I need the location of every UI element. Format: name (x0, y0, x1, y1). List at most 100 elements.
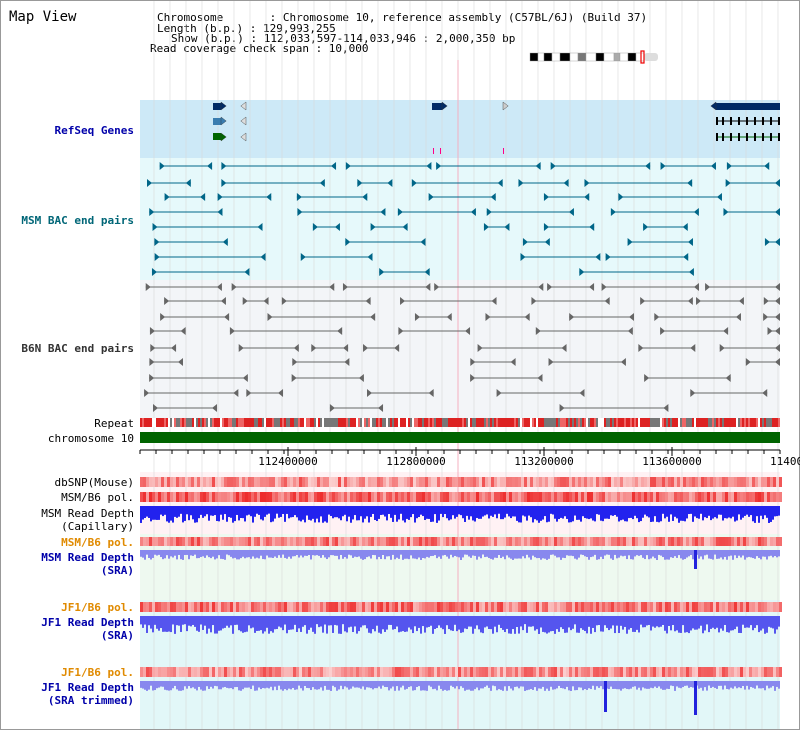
heat-cell (152, 477, 155, 487)
track-label-msm-bac[interactable]: MSM BAC end pairs (21, 214, 134, 227)
repeat-segment (394, 418, 396, 427)
heat-cell (608, 602, 611, 612)
track-label-refseq[interactable]: RefSeq Genes (54, 124, 134, 137)
depth-bar (552, 506, 554, 515)
heat-cell (485, 477, 488, 487)
depth-bar (476, 506, 478, 518)
gene-exon (754, 117, 756, 125)
heat-cell (662, 537, 665, 546)
depth-bar (314, 616, 316, 634)
depth-bar (508, 616, 510, 634)
repeat-segment (468, 418, 470, 427)
heat-cell (602, 492, 605, 502)
depth-bar (524, 506, 526, 517)
depth-bar (746, 506, 748, 515)
depth-bar (592, 616, 594, 628)
heat-cell (290, 537, 293, 546)
heat-cell (302, 667, 305, 677)
depth-bar (508, 550, 510, 558)
depth-bar (332, 681, 334, 686)
depth-bar (476, 550, 478, 560)
heat-cell (698, 602, 701, 612)
heat-cell (503, 667, 506, 677)
heat-cell (299, 537, 302, 546)
repeat-segment (358, 418, 360, 427)
depth-bar (246, 681, 248, 688)
bac-end (329, 283, 335, 291)
heat-cell (491, 602, 494, 612)
depth-bar (286, 506, 288, 514)
heat-cell (776, 492, 779, 502)
depth-bar (248, 616, 250, 626)
depth-bar (424, 681, 426, 691)
depth-bar (350, 550, 352, 556)
repeat-segment (436, 418, 438, 427)
depth-bar (174, 506, 176, 517)
repeat-segment (568, 418, 570, 427)
depth-bar (310, 681, 312, 691)
heat-cell (425, 602, 428, 612)
depth-bar (382, 616, 384, 630)
depth-bar (558, 616, 560, 632)
heat-cell (767, 477, 770, 487)
depth-bar (636, 506, 638, 519)
depth-bar (256, 550, 258, 558)
repeat-segment (234, 418, 236, 427)
depth-bar (644, 616, 646, 628)
repeat-segment (686, 418, 688, 427)
depth-bar (196, 550, 198, 559)
depth-bar (544, 506, 546, 517)
heat-cell (188, 492, 191, 502)
heat-cell (773, 602, 776, 612)
heat-cell (173, 537, 176, 546)
bac-end (149, 358, 155, 366)
heat-cell (758, 602, 761, 612)
depth-bar (228, 616, 230, 628)
depth-bar (318, 616, 320, 628)
depth-bar (588, 616, 590, 627)
depth-bar (218, 506, 220, 522)
heat-cell (188, 667, 191, 677)
depth-bar (448, 616, 450, 630)
heat-cell (569, 477, 572, 487)
depth-bar (638, 681, 640, 688)
heat-cell (710, 477, 713, 487)
repeat-segment (428, 418, 430, 427)
repeat-segment (584, 418, 586, 427)
repeat-segment (472, 418, 474, 427)
ideogram-band (627, 52, 637, 62)
heat-cell (557, 667, 560, 677)
depth-bar (762, 506, 764, 520)
heat-cell (305, 537, 308, 546)
bac-end (171, 344, 177, 352)
heat-cell (416, 537, 419, 546)
depth-bar (434, 506, 436, 515)
repeat-segment (174, 418, 176, 427)
repeat-segment (498, 418, 500, 427)
depth-bar (422, 616, 424, 627)
bac-end (589, 223, 595, 231)
heat-cell (440, 537, 443, 546)
heat-cell (629, 602, 632, 612)
heat-cell (500, 667, 503, 677)
heat-cell (275, 537, 278, 546)
depth-bar (356, 681, 358, 688)
depth-bar (656, 550, 658, 560)
depth-bar (198, 616, 200, 632)
bac-end (775, 297, 780, 305)
heat-cell (575, 537, 578, 546)
depth-bar (442, 506, 444, 518)
depth-bar (750, 616, 752, 626)
heat-cell (668, 537, 671, 546)
heat-cell (200, 602, 203, 612)
heat-cell (401, 492, 404, 502)
repeat-segment (494, 418, 496, 427)
heat-cell (413, 667, 416, 677)
track-label-b6n-bac[interactable]: B6N BAC end pairs (21, 342, 134, 355)
repeat-segment (698, 418, 700, 427)
bac-end (687, 297, 693, 305)
depth-bar (370, 616, 372, 634)
heat-cell (464, 667, 467, 677)
depth-bar (432, 550, 434, 556)
